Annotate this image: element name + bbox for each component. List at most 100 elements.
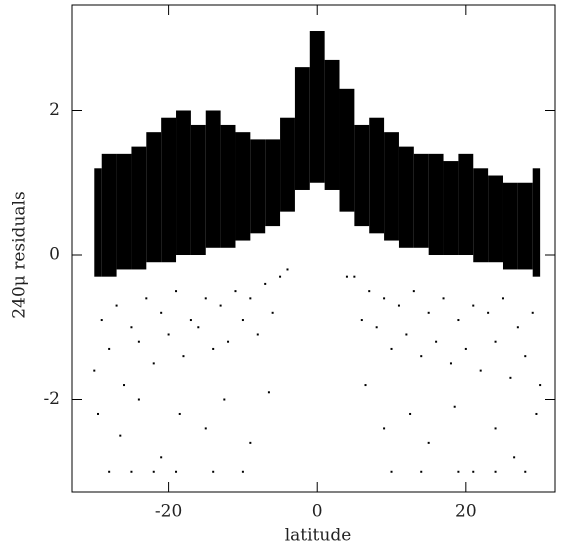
point [501, 297, 504, 300]
point [516, 326, 519, 329]
point [108, 470, 111, 473]
point [175, 470, 178, 473]
point [472, 470, 475, 473]
dense-band [116, 153, 132, 270]
point [97, 412, 100, 415]
point [197, 326, 200, 329]
dense-band [94, 168, 102, 277]
dense-band [309, 31, 325, 183]
point [383, 427, 386, 430]
dense-band [101, 153, 117, 277]
point [93, 369, 96, 372]
dense-band [176, 110, 191, 256]
dense-band [339, 88, 355, 212]
point [427, 311, 430, 314]
y-tick-label: 0 [49, 245, 60, 265]
point [457, 319, 460, 322]
dense-band [205, 110, 221, 248]
point [223, 398, 226, 401]
dense-band [488, 175, 503, 263]
point [457, 470, 460, 473]
point [435, 340, 438, 343]
point [390, 470, 393, 473]
point [249, 297, 252, 300]
point [405, 333, 408, 336]
dense-band [250, 139, 266, 234]
point [271, 311, 274, 314]
x-tick-label: 20 [455, 502, 477, 522]
point [345, 275, 348, 278]
point [279, 275, 282, 278]
point [137, 340, 140, 343]
dense-band [517, 182, 533, 270]
point [227, 340, 230, 343]
dense-band [458, 153, 474, 256]
point [487, 311, 490, 314]
point [412, 290, 415, 293]
point [360, 319, 363, 322]
point [513, 456, 516, 459]
point [390, 347, 393, 350]
y-tick-label: 2 [49, 100, 60, 120]
point [353, 275, 356, 278]
point [397, 304, 400, 307]
dense-band [428, 153, 444, 256]
point [420, 470, 423, 473]
dense-band [443, 161, 459, 256]
dense-band [354, 124, 370, 227]
x-tick-label: -20 [155, 502, 182, 522]
y-tick-label: -2 [43, 389, 60, 409]
x-axis-label: latitude [285, 526, 352, 546]
point [368, 290, 371, 293]
point [160, 311, 163, 314]
point [204, 297, 207, 300]
point [108, 347, 111, 350]
point [152, 362, 155, 365]
point [100, 319, 103, 322]
point [409, 412, 412, 415]
dense-band [324, 59, 340, 190]
point [267, 391, 270, 394]
point [494, 470, 497, 473]
point [167, 333, 170, 336]
point [189, 319, 192, 322]
point [535, 412, 538, 415]
dense-band [473, 168, 489, 263]
dense-band [398, 146, 414, 248]
point [375, 326, 378, 329]
point [427, 441, 430, 444]
point [524, 355, 527, 358]
point [137, 398, 140, 401]
point [494, 427, 497, 430]
point [442, 297, 445, 300]
dense-band [413, 153, 429, 248]
point [524, 470, 527, 473]
point [420, 355, 423, 358]
point [212, 470, 215, 473]
point [449, 362, 452, 365]
y-axis-label: 240μ residuals [10, 191, 30, 318]
point [241, 470, 244, 473]
dense-band [369, 117, 385, 234]
point [383, 297, 386, 300]
point [509, 376, 512, 379]
point [123, 384, 126, 387]
point [256, 333, 259, 336]
dense-band [294, 67, 310, 190]
dense-band [190, 124, 206, 256]
point [286, 268, 289, 271]
point [494, 340, 497, 343]
point [182, 355, 185, 358]
point [175, 290, 178, 293]
point [472, 304, 475, 307]
dense-band [131, 146, 147, 270]
point [364, 384, 367, 387]
point [160, 456, 163, 459]
dense-band [384, 132, 399, 241]
dense-band [161, 117, 177, 263]
x-tick-label: 0 [312, 502, 323, 522]
point [145, 297, 148, 300]
point [453, 405, 456, 408]
